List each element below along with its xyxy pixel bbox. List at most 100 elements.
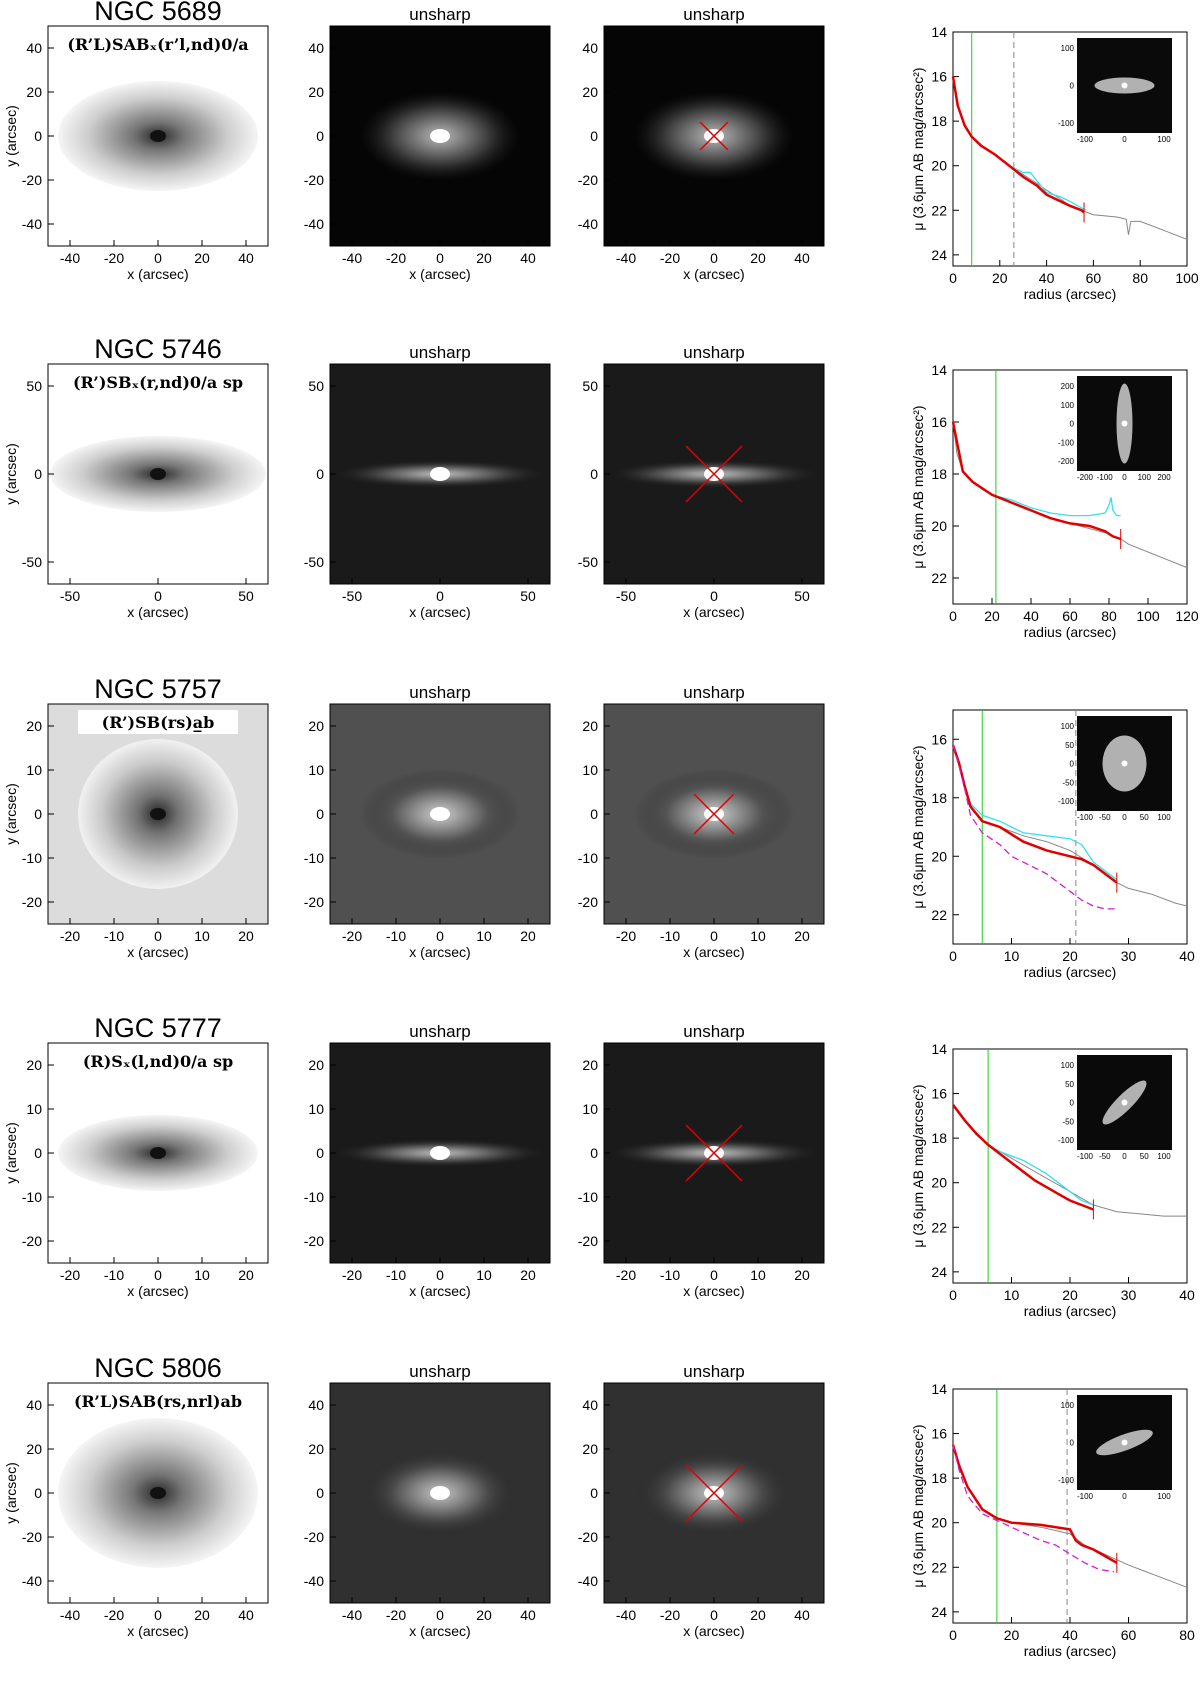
profile-x-tick-label: 60 bbox=[1121, 1627, 1137, 1643]
inset-y-tick-label: -100 bbox=[1058, 797, 1075, 806]
x-tick-label: 20 bbox=[520, 1267, 536, 1283]
profile-x-tick-label: 20 bbox=[1062, 948, 1078, 964]
profile-x-tick-label: 0 bbox=[949, 270, 957, 286]
unsharp-panel bbox=[603, 703, 825, 925]
unsharp-panel bbox=[329, 25, 551, 247]
y-tick-label: 10 bbox=[308, 1101, 324, 1117]
inset-y-tick-label: -100 bbox=[1058, 1476, 1075, 1485]
inset-x-tick-label: -100 bbox=[1077, 1152, 1094, 1161]
y-tick-label: 20 bbox=[582, 1441, 598, 1457]
inset-y-tick-label: -100 bbox=[1058, 119, 1075, 128]
y-tick-label: 40 bbox=[308, 40, 324, 56]
x-tick-label: 50 bbox=[794, 588, 810, 604]
profile-y-axis-label: μ (3.6μm AB mag/arcsec²) bbox=[910, 1084, 926, 1247]
x-tick-label: -10 bbox=[104, 928, 124, 944]
x-axis-label: x (arcsec) bbox=[409, 1283, 470, 1299]
x-tick-label: 10 bbox=[476, 1267, 492, 1283]
x-tick-label: 0 bbox=[154, 1607, 162, 1623]
profile-series bbox=[951, 1444, 1118, 1564]
unsharp-panel bbox=[603, 1382, 825, 1604]
inset-x-tick-label: 100 bbox=[1157, 135, 1171, 144]
x-axis-label: x (arcsec) bbox=[127, 944, 188, 960]
x-tick-label: 0 bbox=[436, 588, 444, 604]
x-tick-label: 10 bbox=[194, 1267, 210, 1283]
x-tick-label: 20 bbox=[794, 928, 810, 944]
morphology-label: (R)Sₓ(l,nd)0/a sp bbox=[83, 1052, 233, 1071]
y-tick-label: 10 bbox=[582, 762, 598, 778]
x-tick-label: 0 bbox=[436, 250, 444, 266]
y-axis-label: y (arcsec) bbox=[3, 1462, 19, 1523]
unsharp-core bbox=[430, 129, 450, 143]
profile-x-axis-label: radius (arcsec) bbox=[1024, 286, 1117, 302]
x-tick-label: 20 bbox=[194, 1607, 210, 1623]
unsharp-title: unsharp bbox=[409, 5, 470, 24]
y-tick-label: 0 bbox=[34, 806, 42, 822]
y-tick-label: -50 bbox=[578, 554, 598, 570]
y-tick-label: 20 bbox=[26, 1057, 42, 1073]
y-tick-label: 20 bbox=[26, 84, 42, 100]
y-tick-label: 50 bbox=[308, 378, 324, 394]
x-tick-label: -20 bbox=[104, 1607, 124, 1623]
x-tick-label: -20 bbox=[60, 928, 80, 944]
unsharp-panel bbox=[603, 25, 825, 247]
inset-x-tick-label: 50 bbox=[1140, 813, 1149, 822]
y-tick-label: 20 bbox=[26, 718, 42, 734]
x-tick-label: 0 bbox=[710, 588, 718, 604]
profile-y-tick-label: 16 bbox=[931, 414, 947, 430]
x-tick-label: -40 bbox=[616, 250, 636, 266]
y-tick-label: 0 bbox=[34, 1485, 42, 1501]
figure-row: (R)Sₓ(l,nd)0/a sp NGC 5777 unsharp unsharp -… bbox=[0, 1013, 1200, 1355]
y-tick-label: -40 bbox=[304, 1573, 324, 1589]
x-tick-label: -50 bbox=[342, 588, 362, 604]
x-tick-label: 0 bbox=[154, 588, 162, 604]
inset-x-tick-label: 0 bbox=[1122, 473, 1127, 482]
galaxy-name: NGC 5689 bbox=[94, 0, 222, 26]
profile-inset: -100 0 100 100 0 -100 bbox=[1058, 1395, 1172, 1501]
y-tick-label: -20 bbox=[22, 894, 42, 910]
morphology-box bbox=[78, 32, 238, 56]
profile-x-tick-label: 60 bbox=[1062, 608, 1078, 624]
profile-x-tick-label: 40 bbox=[1023, 608, 1039, 624]
y-tick-label: 0 bbox=[34, 128, 42, 144]
morphology-label: (R’L)SABₓ(r’l,nd)0/a bbox=[67, 35, 248, 54]
profile-y-axis-label: μ (3.6μm AB mag/arcsec²) bbox=[910, 405, 926, 568]
profile-x-tick-label: 0 bbox=[949, 948, 957, 964]
figure-row: (R’L)SAB(rs,nrl)ab NGC 5806 unsharp unsharp… bbox=[0, 1353, 1200, 1695]
profile-y-tick-label: 22 bbox=[931, 1219, 947, 1235]
profile-x-axis-label: radius (arcsec) bbox=[1024, 624, 1117, 640]
inset-x-tick-label: 0 bbox=[1122, 135, 1127, 144]
y-tick-label: 0 bbox=[34, 1145, 42, 1161]
profile-x-axis-label: radius (arcsec) bbox=[1024, 1643, 1117, 1659]
inset-y-tick-label: 0 bbox=[1070, 1439, 1075, 1448]
y-tick-label: -20 bbox=[22, 1529, 42, 1545]
y-tick-label: -40 bbox=[22, 1573, 42, 1589]
x-tick-label: 50 bbox=[238, 588, 254, 604]
y-tick-label: -20 bbox=[22, 1233, 42, 1249]
y-tick-label: -20 bbox=[304, 1529, 324, 1545]
morphology-label: (R’L)SAB(rs,nrl)ab bbox=[74, 1392, 242, 1411]
y-tick-label: -50 bbox=[304, 554, 324, 570]
inset-y-tick-label: 200 bbox=[1061, 382, 1075, 391]
unsharp-core bbox=[430, 1486, 450, 1500]
profile-y-axis-label: μ (3.6μm AB mag/arcsec²) bbox=[910, 745, 926, 908]
x-tick-label: 0 bbox=[436, 1607, 444, 1623]
y-tick-label: 0 bbox=[590, 466, 598, 482]
profile-x-tick-label: 0 bbox=[949, 608, 957, 624]
row-svg: (R’)SB(rs)a̲b NGC 5757 unsharp unsharp -20 -1… bbox=[3, 674, 1195, 980]
inset-x-tick-label: 0 bbox=[1122, 1492, 1127, 1501]
x-tick-label: -20 bbox=[342, 928, 362, 944]
profile-x-axis-label: radius (arcsec) bbox=[1024, 964, 1117, 980]
y-tick-label: -20 bbox=[22, 172, 42, 188]
x-tick-label: -10 bbox=[660, 1267, 680, 1283]
unsharp-panel bbox=[329, 703, 551, 925]
profile-x-tick-label: 80 bbox=[1132, 270, 1148, 286]
profile-inset: -100 -50 0 50 100 100 50 0 -50 -100 bbox=[1058, 716, 1172, 822]
y-axis-label: y (arcsec) bbox=[3, 105, 19, 166]
x-tick-label: -40 bbox=[616, 1607, 636, 1623]
profile-y-tick-label: 14 bbox=[931, 1041, 947, 1057]
profile-series bbox=[951, 421, 1122, 541]
y-tick-label: -40 bbox=[578, 216, 598, 232]
y-axis-label: y (arcsec) bbox=[3, 1122, 19, 1183]
y-tick-label: -40 bbox=[22, 216, 42, 232]
y-tick-label: -20 bbox=[578, 1233, 598, 1249]
